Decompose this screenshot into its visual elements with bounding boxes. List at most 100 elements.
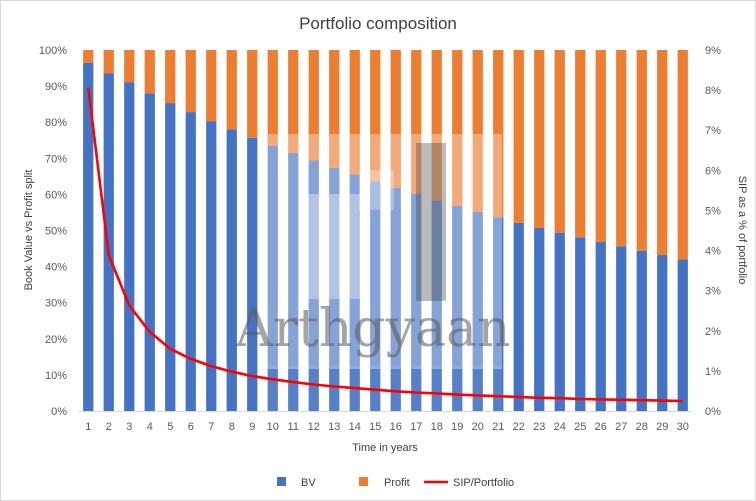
y-axis-title: Book Value vs Profit split bbox=[23, 170, 35, 291]
bar-bv-23 bbox=[534, 227, 545, 411]
bar-bv-8 bbox=[226, 129, 237, 412]
x-tick-label: 15 bbox=[369, 421, 381, 433]
line-layer bbox=[87, 87, 683, 403]
x-tick-label: 12 bbox=[308, 421, 320, 433]
sip-portfolio-line bbox=[87, 87, 683, 403]
x-tick-label: 5 bbox=[167, 421, 173, 433]
y2-tick-label: 2% bbox=[705, 326, 721, 338]
bar-profit-20 bbox=[472, 50, 483, 212]
bar-bv-15 bbox=[370, 181, 381, 411]
bar-bv-6 bbox=[185, 112, 196, 411]
bar-bv-26 bbox=[595, 242, 606, 411]
legend-label-profit: Profit bbox=[384, 477, 410, 489]
bar-profit-21 bbox=[493, 50, 504, 218]
bar-bv-2 bbox=[103, 73, 114, 411]
x-tick-label: 25 bbox=[574, 421, 586, 433]
bar-profit-11 bbox=[288, 50, 299, 153]
bar-profit-5 bbox=[165, 50, 176, 104]
bar-bv-13 bbox=[329, 167, 340, 411]
bar-bv-1 bbox=[83, 62, 94, 411]
x-tick-label: 16 bbox=[390, 421, 402, 433]
y2-tick-label: 3% bbox=[705, 286, 721, 298]
bar-bv-11 bbox=[288, 152, 299, 411]
axes-layer: 0% 10% 20% 30% 40% 50% 60% 70% 80% 90% 100% 0% 1% 2% 3… bbox=[39, 45, 721, 433]
bar-profit-17 bbox=[411, 50, 422, 195]
bar-bv-20 bbox=[472, 211, 483, 411]
y-tick-label: 50% bbox=[45, 226, 67, 238]
x-tick-label: 9 bbox=[249, 421, 255, 433]
bar-profit-9 bbox=[247, 50, 258, 138]
bar-profit-12 bbox=[308, 50, 319, 161]
x-tick-label: 30 bbox=[677, 421, 689, 433]
x-tick-label: 3 bbox=[126, 421, 132, 433]
y2-tick-label: 9% bbox=[705, 45, 721, 57]
x-tick-label: 22 bbox=[513, 421, 525, 433]
bar-bv-18 bbox=[431, 200, 442, 411]
bar-profit-27 bbox=[616, 50, 627, 247]
x-tick-label: 29 bbox=[656, 421, 668, 433]
y2-tick-label: 1% bbox=[705, 366, 721, 378]
legend-label-bv: BV bbox=[301, 477, 316, 489]
x-tick-label: 17 bbox=[410, 421, 422, 433]
bar-profit-30 bbox=[677, 50, 688, 260]
bar-bv-10 bbox=[267, 145, 278, 412]
legend-swatch-bv bbox=[277, 477, 286, 486]
x-tick-label: 8 bbox=[229, 421, 235, 433]
y2-tick-label: 7% bbox=[705, 125, 721, 137]
bar-profit-10 bbox=[267, 50, 278, 146]
bar-profit-24 bbox=[554, 50, 565, 233]
bar-bv-4 bbox=[144, 93, 155, 411]
x-tick-label: 20 bbox=[472, 421, 484, 433]
x-tick-label: 24 bbox=[554, 421, 566, 433]
bar-bv-3 bbox=[124, 82, 135, 412]
x-tick-label: 6 bbox=[188, 421, 194, 433]
bar-bv-12 bbox=[308, 160, 319, 411]
bar-profit-22 bbox=[513, 50, 524, 223]
bar-profit-28 bbox=[636, 50, 647, 251]
x-tick-label: 21 bbox=[492, 421, 504, 433]
x-tick-label: 7 bbox=[208, 421, 214, 433]
legend: BV Profit SIP/Portfolio bbox=[277, 477, 514, 489]
bar-profit-4 bbox=[144, 50, 155, 94]
y-tick-label: 80% bbox=[45, 117, 67, 129]
bar-profit-25 bbox=[575, 50, 586, 238]
bar-bv-9 bbox=[247, 137, 258, 411]
bar-bv-24 bbox=[554, 232, 565, 411]
bar-bv-25 bbox=[575, 237, 586, 411]
y2-tick-label: 6% bbox=[705, 165, 721, 177]
bar-bv-16 bbox=[390, 187, 401, 411]
bar-bv-21 bbox=[493, 217, 504, 411]
x-tick-label: 11 bbox=[288, 421, 299, 433]
y2-axis-title: SIP as a % of portfolio bbox=[736, 176, 748, 285]
bar-profit-2 bbox=[103, 50, 114, 74]
chart-title: Portfolio composition bbox=[299, 14, 457, 33]
x-tick-label: 2 bbox=[106, 421, 112, 433]
bar-profit-19 bbox=[452, 50, 463, 206]
x-tick-label: 18 bbox=[431, 421, 443, 433]
x-tick-label: 23 bbox=[533, 421, 545, 433]
x-tick-label: 26 bbox=[595, 421, 607, 433]
watermark-block-3 bbox=[359, 170, 394, 210]
bar-profit-16 bbox=[390, 50, 401, 188]
bar-profit-13 bbox=[329, 50, 340, 168]
y-tick-label: 10% bbox=[45, 370, 67, 382]
bar-bv-29 bbox=[657, 255, 668, 411]
y-tick-label: 60% bbox=[45, 189, 67, 201]
bar-bv-7 bbox=[206, 121, 217, 411]
bar-bv-17 bbox=[411, 194, 422, 411]
x-tick-label: 14 bbox=[349, 421, 361, 433]
bar-profit-3 bbox=[124, 50, 135, 83]
bars-layer bbox=[83, 50, 688, 412]
x-tick-label: 10 bbox=[267, 421, 279, 433]
y2-tick-label: 0% bbox=[705, 406, 721, 418]
x-tick-label: 1 bbox=[85, 421, 91, 433]
bar-profit-6 bbox=[185, 50, 196, 113]
y-tick-label: 100% bbox=[39, 45, 67, 57]
bar-bv-28 bbox=[636, 250, 647, 411]
bar-bv-30 bbox=[677, 259, 688, 411]
y-tick-label: 90% bbox=[45, 81, 67, 93]
watermark-block-5 bbox=[267, 366, 502, 411]
watermark-logo: Arthgyaan bbox=[235, 134, 510, 411]
legend-label-sip: SIP/Portfolio bbox=[453, 477, 514, 489]
